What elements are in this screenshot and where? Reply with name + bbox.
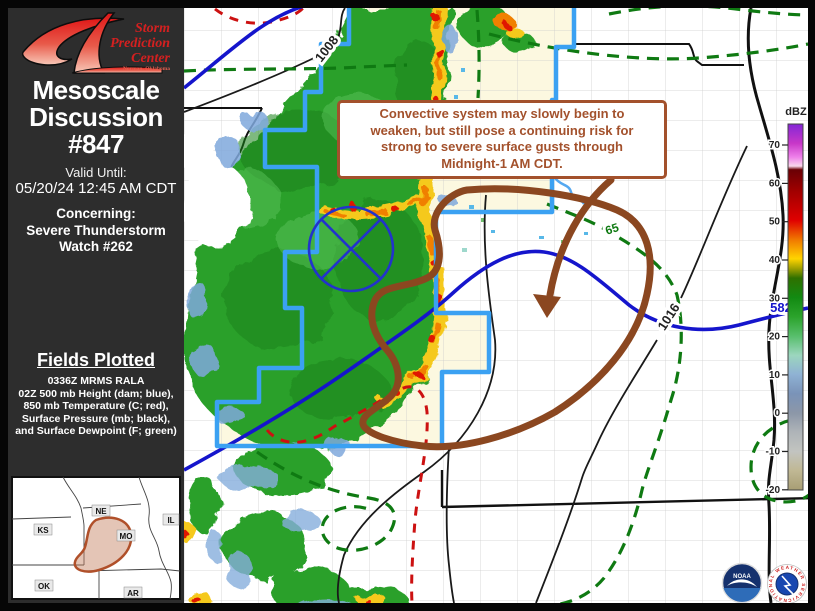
page-title: Mesoscale Discussion #847 bbox=[29, 75, 163, 160]
sidebar: Storm Prediction Center Norman, Oklahoma… bbox=[8, 8, 184, 603]
md-annotation-graphics bbox=[359, 176, 654, 451]
fields-line: and Surface Dewpoint (F; green) bbox=[15, 425, 177, 438]
fields-line: 850 mb Temperature (C; red), bbox=[23, 400, 169, 413]
dbz-tick: 60 bbox=[769, 178, 781, 189]
state-label-ok: OK bbox=[38, 582, 50, 591]
annotation-line: Convective system may slowly begin to bbox=[379, 106, 625, 121]
dbz-tick: 20 bbox=[769, 332, 781, 343]
dbz-tick: 70 bbox=[769, 140, 781, 151]
dbz-tick: 40 bbox=[769, 255, 781, 266]
spc-logo: Storm Prediction Center Norman, Oklahoma bbox=[21, 12, 171, 74]
pressure-contours bbox=[184, 8, 748, 603]
logo-text-prediction: Prediction bbox=[110, 36, 170, 51]
noaa-logo-text: NOAA bbox=[733, 574, 751, 580]
height-contours bbox=[184, 8, 808, 472]
dewpoint-contours bbox=[184, 8, 808, 603]
concerning-block: Concerning: Severe Thunderstorm Watch #2… bbox=[26, 206, 166, 255]
fields-line: 02Z 500 mb Height (dam; blue), bbox=[18, 387, 174, 400]
spc-swoosh-icon bbox=[21, 12, 163, 74]
nws-lightning-icon bbox=[781, 575, 794, 595]
dbz-tick: 0 bbox=[774, 408, 780, 419]
state-label-ks: KS bbox=[37, 526, 49, 535]
circulation-symbol-icon bbox=[307, 205, 395, 293]
dbz-colorbar-title: dBZ bbox=[785, 106, 807, 118]
logo-text-center: Center bbox=[131, 51, 170, 66]
annotation-line: Midnight-1 AM CDT. bbox=[441, 155, 563, 171]
locator-map: NE KS MO IL OK bbox=[11, 476, 181, 600]
dbz-tick: -10 bbox=[766, 447, 781, 458]
fields-line: 0336Z MRMS RALA bbox=[47, 375, 145, 387]
annotation-text-box: Convective system may slowly begin to we… bbox=[337, 100, 667, 179]
valid-until-label: Valid Until: bbox=[65, 165, 127, 181]
fields-plotted-heading: Fields Plotted bbox=[36, 350, 155, 370]
dbz-tick: 50 bbox=[769, 217, 781, 228]
state-label-ne: NE bbox=[95, 507, 107, 516]
logo-text-location: Norman, Oklahoma bbox=[123, 66, 170, 72]
locator-state-labels: NE KS MO IL OK bbox=[33, 504, 180, 599]
noaa-seagull-icon bbox=[727, 579, 757, 587]
dbz-colorbar: dBZ 70 60 50 40 30 20 10 0 -10 -20 bbox=[764, 106, 807, 497]
noaa-logo: NOAA bbox=[721, 562, 763, 603]
mesoscale-map: 1008 1016 65 582 dBZ 70 60 bbox=[184, 8, 808, 603]
md-area-outline bbox=[359, 185, 654, 451]
logo-text-storm: Storm bbox=[135, 21, 170, 36]
state-label-il: IL bbox=[167, 516, 174, 525]
dbz-tick: 30 bbox=[769, 293, 781, 304]
dbz-tick: -20 bbox=[766, 485, 781, 496]
annotation-line: weaken, but still pose a continuing risk… bbox=[370, 122, 634, 138]
annotation-arrow-head bbox=[533, 294, 561, 318]
annotation-line: strong to severe surface gusts through bbox=[381, 139, 623, 155]
state-label-mo: MO bbox=[120, 532, 133, 541]
locator-state-borders bbox=[11, 476, 181, 600]
annotation-arrow-shaft bbox=[546, 176, 615, 299]
dbz-tick: 10 bbox=[769, 370, 781, 381]
fields-line: Surface Pressure (mb; black), bbox=[21, 412, 171, 425]
valid-until-value: 05/20/24 12:45 AM CDT bbox=[15, 180, 177, 198]
fields-plotted-block: Fields Plotted 0336Z MRMS RALA 02Z 500 m… bbox=[8, 350, 184, 438]
state-label-ar: AR bbox=[127, 589, 139, 598]
